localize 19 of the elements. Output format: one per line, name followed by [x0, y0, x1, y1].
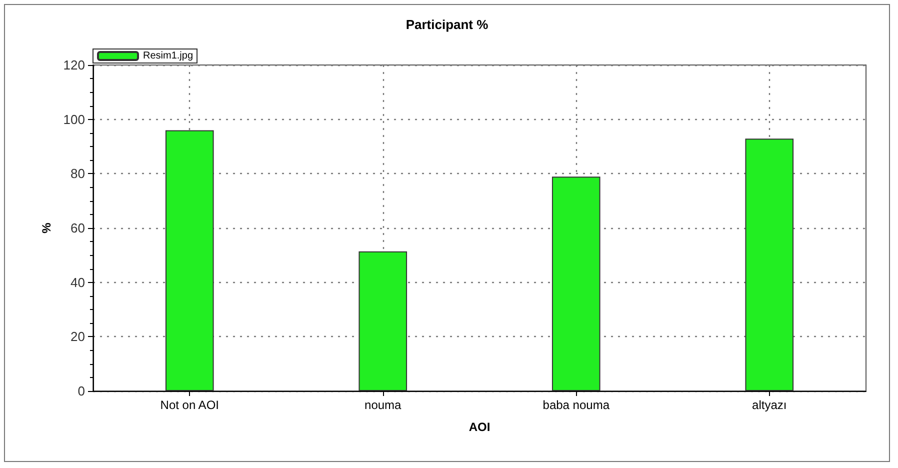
bar	[552, 176, 600, 391]
bar	[165, 130, 214, 391]
y-tick-label: 0	[78, 384, 85, 398]
y-tick-label: 120	[63, 58, 85, 72]
y-tick-label: 80	[70, 166, 85, 182]
bar	[745, 138, 794, 391]
bar	[358, 251, 408, 391]
x-tick-label: Not on AOI	[160, 398, 219, 412]
y-tick-label: 40	[70, 274, 85, 290]
y-axis-title: %	[39, 222, 54, 234]
y-tick-label: 100	[63, 112, 85, 127]
x-tick-label: altyazı	[752, 398, 787, 412]
legend-label: Resim1.jpg	[143, 50, 194, 62]
x-axis-title: AOI	[468, 420, 490, 434]
chart-title: Participant %	[406, 17, 489, 32]
x-tick-label: baba nouma	[542, 398, 610, 412]
y-tick-label: 60	[70, 220, 85, 236]
y-tick-label: 20	[70, 329, 85, 344]
x-tick-label: nouma	[364, 398, 402, 412]
